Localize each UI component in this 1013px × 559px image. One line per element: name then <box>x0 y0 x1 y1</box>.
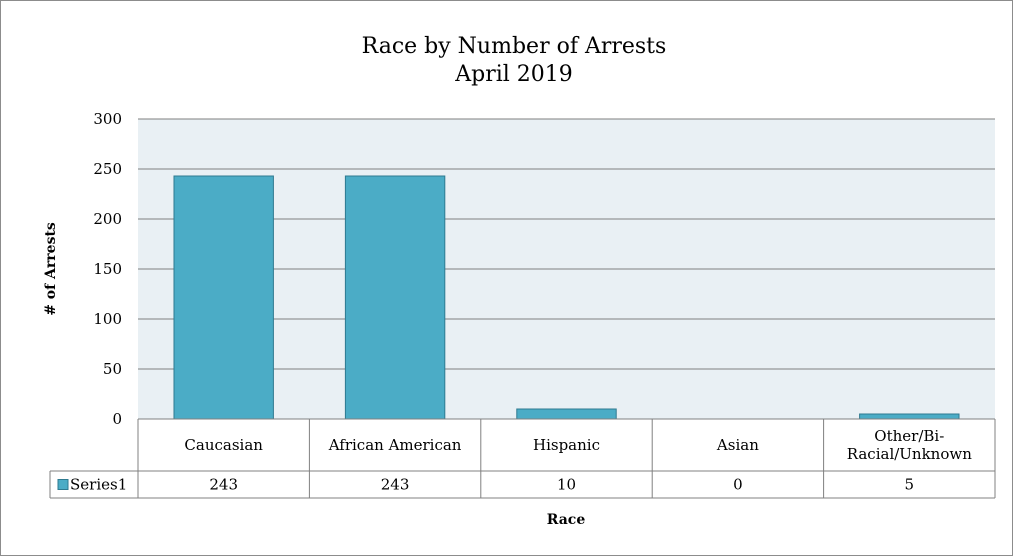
y-axis-label: # of Arrests <box>43 222 59 316</box>
y-tick-label: 50 <box>103 360 122 378</box>
bar <box>859 413 960 420</box>
category-label: Asian <box>716 436 759 454</box>
legend-key <box>57 479 69 490</box>
chart-title: Race by Number of Arrests <box>362 34 667 59</box>
category-label: African American <box>328 436 462 454</box>
chart-subtitle: April 2019 <box>454 62 573 87</box>
category-label: Hispanic <box>533 436 600 454</box>
data-value-label: 5 <box>905 476 915 494</box>
series-name: Series1 <box>70 476 127 494</box>
data-value-label: 243 <box>381 476 410 494</box>
y-tick-label: 0 <box>112 410 122 428</box>
bar <box>173 175 274 420</box>
data-value-label: 243 <box>209 476 238 494</box>
category-label: Other/Bi- <box>874 427 944 445</box>
data-value-label: 10 <box>557 476 576 494</box>
bar <box>344 175 446 420</box>
category-label: Racial/Unknown <box>847 445 972 463</box>
y-tick-label: 300 <box>93 110 122 128</box>
category-label: Caucasian <box>184 436 263 454</box>
bar <box>516 408 617 420</box>
y-tick-label: 150 <box>93 260 122 278</box>
y-tick-label: 200 <box>93 210 122 228</box>
y-tick-label: 100 <box>93 310 122 328</box>
data-value-label: 0 <box>733 476 743 494</box>
y-tick-label: 250 <box>93 160 122 178</box>
x-axis-label: Race <box>547 512 586 528</box>
